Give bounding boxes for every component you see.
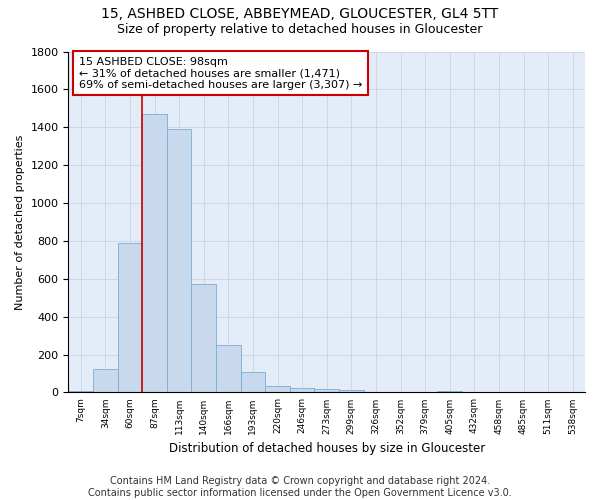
Bar [191, 284, 216, 393]
Bar [314, 388, 339, 392]
Text: 15 ASHBED CLOSE: 98sqm
← 31% of detached houses are smaller (1,471)
69% of semi-: 15 ASHBED CLOSE: 98sqm ← 31% of detached… [79, 56, 362, 90]
Y-axis label: Number of detached properties: Number of detached properties [15, 134, 25, 310]
X-axis label: Distribution of detached houses by size in Gloucester: Distribution of detached houses by size … [169, 442, 485, 455]
Text: 15, ASHBED CLOSE, ABBEYMEAD, GLOUCESTER, GL4 5TT: 15, ASHBED CLOSE, ABBEYMEAD, GLOUCESTER,… [101, 8, 499, 22]
Bar [241, 372, 265, 392]
Bar [437, 390, 462, 392]
Bar [339, 390, 364, 392]
Bar [142, 114, 167, 392]
Text: Size of property relative to detached houses in Gloucester: Size of property relative to detached ho… [118, 22, 482, 36]
Bar [290, 388, 314, 392]
Bar [118, 243, 142, 392]
Bar [93, 369, 118, 392]
Text: Contains HM Land Registry data © Crown copyright and database right 2024.
Contai: Contains HM Land Registry data © Crown c… [88, 476, 512, 498]
Bar [167, 129, 191, 392]
Bar [265, 386, 290, 392]
Bar [68, 390, 93, 392]
Bar [216, 345, 241, 393]
